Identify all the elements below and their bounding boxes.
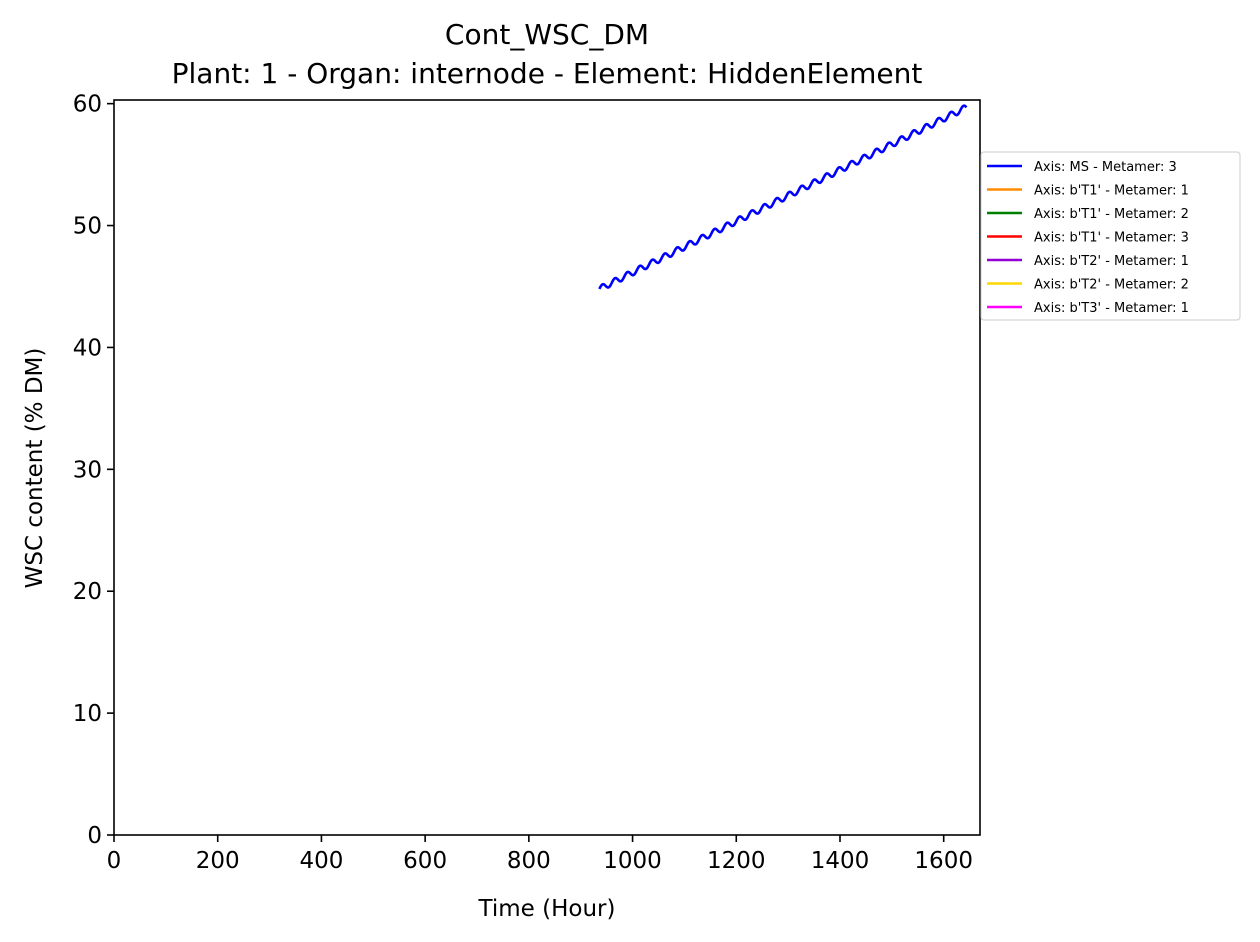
legend-entry-label: Axis: b'T1' - Metamer: 3: [1034, 231, 1189, 246]
x-tick-label: 1200: [707, 848, 766, 874]
y-axis-label: WSC content (% DM): [22, 348, 48, 589]
series-line: [598, 104, 968, 290]
y-tick-label: 30: [73, 457, 102, 483]
y-axis: 0 10 20 30 40 50 60: [73, 92, 114, 849]
legend-box: [980, 151, 1241, 321]
legend-entry-label: Axis: b'T2' - Metamer: 2: [1034, 278, 1189, 293]
x-tick-label: 200: [196, 848, 240, 874]
y-tick-label: 20: [73, 579, 102, 605]
x-tick-label: 1000: [603, 848, 662, 874]
legend: Axis: MS - Metamer: 3 Axis: b'T1' - Metam…: [980, 151, 1241, 321]
x-axis-label: Time (Hour): [478, 896, 616, 922]
chart-subtitle: Plant: 1 - Organ: internode - Element: H…: [172, 57, 923, 90]
x-axis: 0 200 400 600 800 1000 1200 1400 1600: [107, 835, 973, 874]
y-tick-label: 0: [87, 823, 102, 849]
plot-area-frame: [113, 99, 981, 836]
x-tick-label: 1400: [811, 848, 870, 874]
y-tick-label: 60: [73, 92, 102, 118]
y-tick-label: 50: [73, 214, 102, 240]
legend-entry-label: Axis: b'T1' - Metamer: 2: [1034, 207, 1189, 222]
legend-entry-label: Axis: b'T3' - Metamer: 1: [1034, 301, 1189, 316]
y-tick-label: 40: [73, 335, 102, 361]
legend-entry-label: Axis: b'T1' - Metamer: 1: [1034, 184, 1189, 199]
x-tick-label: 600: [403, 848, 447, 874]
series-layer: [598, 104, 968, 290]
x-tick-label: 400: [299, 848, 343, 874]
y-tick-label: 10: [73, 701, 102, 727]
x-tick-label: 0: [107, 848, 122, 874]
x-tick-label: 800: [507, 848, 551, 874]
legend-entry-label: Axis: MS - Metamer: 3: [1034, 160, 1177, 175]
legend-entry-label: Axis: b'T2' - Metamer: 1: [1034, 254, 1189, 269]
x-tick-label: 1600: [914, 848, 973, 874]
chart-title: Cont_WSC_DM: [445, 18, 649, 51]
